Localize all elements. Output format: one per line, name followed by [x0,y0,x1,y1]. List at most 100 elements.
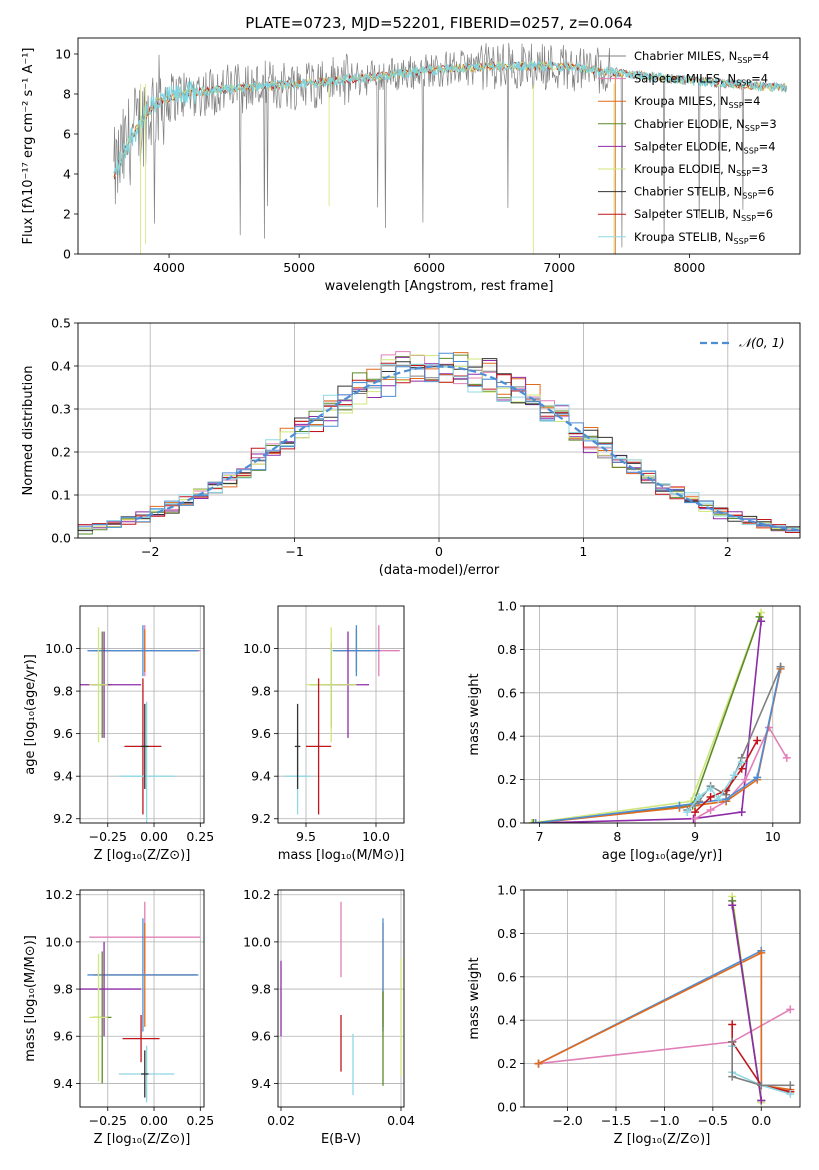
x-axis-label: (data-model)/error [379,563,500,578]
weight-series [683,758,746,817]
y-tick-label: 10 [55,47,71,62]
ticks: −2.0 −1.5 −1.0 −0.5 0.0 0.0 0.2 0.4 0.6 0.8 1.0 [497,883,771,1129]
legend-sub: SSP [744,146,759,155]
weight-marker [786,1089,795,1098]
plot-area [80,625,201,823]
ticks: −0.25 0.00 0.25 9.2 9.4 9.6 9.8 10.0 [45,641,214,844]
x-tick-label: 7000 [543,260,575,275]
legend-entry: Chabrier STELIB, NSSP=6 [634,185,774,201]
y-tick-label: 0.8 [497,926,517,941]
y-tick-label: 0.4 [51,359,71,374]
x-tick-label: 4000 [153,260,185,275]
y-tick-label: 0.5 [51,316,71,331]
legend-suffix: =3 [760,117,777,131]
weight-marker [529,819,538,823]
y-tick-label: 9.8 [251,684,271,699]
x-tick-label: 1 [579,544,587,559]
x-axis-label: Z [log₁₀(Z/Z⊙)] [614,1132,711,1147]
legend-label: Chabrier STELIB, N [634,185,742,199]
y-tick-label: 9.4 [251,1076,271,1091]
x-tick-label: 9 [691,829,699,844]
y-tick-label: 9.6 [251,726,271,741]
legend-sub: SSP [741,214,756,223]
y-tick-label: 9.6 [53,726,73,741]
legend-entry: Kroupa ELODIE, NSSP=3 [634,162,768,178]
panel-mass_vs_Z: −0.25 0.00 0.25 9.4 9.6 9.8 10.0 10.2 Z [log₁₀(Z… [23,887,214,1147]
weight-marker [714,795,723,804]
y-tick-label: 10.0 [243,641,271,656]
axes-frame [79,605,205,824]
x-axis-label: mass [log₁₀(M/M⊙)] [278,848,405,863]
y-tick-label: 10.2 [243,887,271,902]
x-tick-label: 5000 [283,260,315,275]
y-tick-label: 10.0 [45,934,73,949]
legend-suffix: =6 [749,230,766,244]
legend-sub: SSP [736,169,751,178]
panel-residuals: −2 −1 0 1 2 0.0 0.1 0.2 0.3 0.4 0.5 (data-model)/er… [21,316,801,578]
weight-marker [694,792,703,801]
legend-label: Salpeter STELIB, N [634,207,741,221]
weight-line [538,951,791,1091]
y-axis-label: Flux [fλ10⁻¹⁷ erg cm⁻² s⁻¹ A⁻¹] [21,48,36,245]
y-tick-label: 10.0 [243,934,271,949]
weight-marker [527,819,536,823]
plot-area [78,351,800,536]
legend-entry: Chabrier ELODIE, NSSP=3 [634,117,777,133]
x-tick-label: −1.0 [649,1113,679,1128]
weight-series [728,901,766,1105]
x-tick-label: −0.25 [89,1113,127,1128]
y-tick-label: 9.4 [251,769,271,784]
weight-marker [737,758,746,767]
normal-curve [135,365,800,532]
x-tick-label: −0.25 [89,829,127,844]
ticks: 0.02 0.04 9.4 9.6 9.8 10.0 10.2 [243,887,415,1128]
x-tick-label: 8 [613,829,621,844]
y-tick-label: 0.0 [497,1100,517,1115]
weight-marker [757,617,766,626]
y-tick-label: 9.4 [53,1076,73,1091]
weight-line [686,761,743,813]
plot-area [285,625,400,815]
weight-line [731,1024,791,1093]
weight-marker [741,775,750,784]
legend-suffix: =4 [752,49,769,63]
y-axis-label: mass [log₁₀(M/M⊙)] [23,935,38,1062]
weight-series [691,723,791,823]
y-axis-label: age [log₁₀(age/yr)] [23,654,38,775]
weight-marker [782,753,791,762]
y-tick-label: 9.8 [53,684,73,699]
weight-marker [757,1096,766,1105]
y-tick-label: 8 [63,87,71,102]
weight-marker [755,612,764,621]
grid-lines [524,889,800,1108]
y-tick-label: 2 [63,207,71,222]
x-axis-label: age [log₁₀(age/yr)] [602,848,723,863]
legend-label: Salpeter MILES, N [634,72,736,86]
x-tick-label: 0.00 [140,1113,168,1128]
y-tick-label: 9.4 [53,769,73,784]
weight-marker [728,1020,737,1029]
weight-marker [534,1059,543,1068]
ticks: −0.25 0.00 0.25 9.4 9.6 9.8 10.0 10.2 [45,887,214,1128]
y-tick-label: 9.8 [53,982,73,997]
y-tick-label: 0.0 [51,531,71,546]
weight-line [686,666,782,811]
y-tick-label: 10.2 [45,887,73,902]
axes-frame [277,605,405,824]
y-tick-label: 0.2 [51,445,71,460]
weight-line [535,668,782,823]
weight-marker [757,1081,766,1090]
ticks: 7 8 9 10 0.0 0.2 0.4 0.6 0.8 1.0 [497,599,781,845]
y-tick-label: 0.2 [497,1056,517,1071]
weight-line [731,905,763,1101]
weight-marker [753,736,762,745]
x-tick-label: 8000 [674,260,706,275]
y-tick-label: 9.2 [251,811,271,826]
legend-suffix: =6 [757,185,774,199]
ticks: 4000 5000 6000 7000 8000 0 2 4 6 8 10 [55,47,705,276]
error-bar-point [122,1015,160,1063]
y-tick-label: 0 [63,247,71,262]
panel-massweight_vs_Z: −2.0 −1.5 −1.0 −0.5 0.0 0.0 0.2 0.4 0.6 0.8 1.0 Z [… [467,883,801,1147]
legend-entry: Salpeter ELODIE, NSSP=4 [634,139,776,155]
legend-sub: SSP [745,124,760,133]
